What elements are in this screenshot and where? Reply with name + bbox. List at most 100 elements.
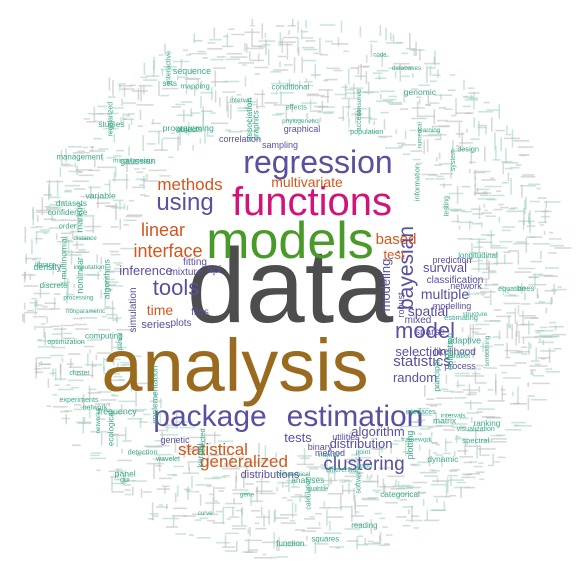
cloud-texture-mark — [540, 250, 542, 260]
cloud-texture-mark — [88, 186, 101, 189]
cloud-texture-mark — [386, 101, 402, 104]
cloud-texture-mark — [280, 91, 282, 105]
cloud-texture-mark — [258, 40, 276, 42]
cloud-texture-mark — [34, 325, 36, 330]
cloud-texture-mark — [221, 467, 240, 470]
cloud-texture-mark — [425, 131, 441, 133]
cloud-texture-mark — [508, 315, 510, 329]
cloud-texture-mark — [167, 83, 174, 86]
word-adaptive: adaptive — [448, 335, 482, 345]
cloud-texture-mark — [68, 170, 82, 173]
cloud-texture-mark — [488, 260, 490, 271]
cloud-texture-mark — [525, 238, 528, 253]
cloud-texture-mark — [480, 293, 485, 296]
cloud-texture-mark — [362, 66, 369, 68]
cloud-texture-mark — [513, 242, 530, 245]
cloud-texture-mark — [531, 398, 548, 401]
cloud-texture-mark — [82, 146, 89, 149]
cloud-texture-mark — [471, 416, 473, 423]
cloud-texture-mark — [164, 486, 166, 494]
cloud-texture-mark — [123, 118, 134, 120]
cloud-texture-mark — [254, 557, 272, 559]
cloud-texture-mark — [167, 473, 177, 476]
cloud-texture-mark — [163, 424, 175, 426]
cloud-texture-mark — [158, 504, 163, 506]
cloud-texture-mark — [71, 386, 80, 389]
cloud-texture-mark — [351, 454, 360, 456]
cloud-texture-mark — [485, 278, 487, 287]
cloud-texture-mark — [478, 238, 480, 257]
cloud-texture-mark — [401, 52, 408, 55]
cloud-texture-mark — [206, 135, 214, 137]
cloud-texture-mark — [488, 253, 498, 255]
cloud-texture-mark — [457, 380, 459, 388]
cloud-texture-mark — [251, 28, 253, 47]
cloud-texture-mark — [468, 168, 471, 174]
cloud-texture-mark — [254, 522, 260, 525]
cloud-texture-mark — [434, 50, 436, 66]
cloud-texture-mark — [143, 62, 146, 75]
cloud-texture-mark — [472, 213, 485, 215]
cloud-texture-mark — [174, 437, 177, 453]
cloud-texture-mark — [161, 138, 163, 151]
cloud-texture-mark — [328, 472, 330, 488]
cloud-texture-mark — [527, 397, 530, 411]
cloud-texture-mark — [488, 464, 494, 467]
cloud-texture-mark — [223, 80, 240, 83]
cloud-texture-mark — [393, 62, 410, 65]
cloud-texture-mark — [410, 150, 423, 152]
cloud-texture-mark — [326, 471, 336, 474]
cloud-texture-mark — [121, 98, 123, 106]
cloud-texture-mark — [351, 505, 353, 522]
cloud-texture-mark — [455, 98, 457, 116]
cloud-texture-mark — [237, 107, 249, 109]
cloud-texture-mark — [143, 79, 158, 81]
cloud-texture-mark — [438, 107, 446, 109]
cloud-texture-mark — [329, 520, 331, 531]
word-cloud-background-words — [21, 18, 572, 559]
cloud-texture-mark — [508, 250, 519, 252]
cloud-texture-mark — [46, 316, 49, 324]
cloud-texture-mark — [357, 535, 363, 538]
cloud-texture-mark — [36, 214, 39, 222]
cloud-texture-mark — [484, 146, 486, 162]
cloud-texture-mark — [95, 408, 112, 411]
cloud-texture-mark — [323, 501, 326, 508]
word-longitudinal: longitudinal — [458, 251, 498, 260]
cloud-texture-mark — [299, 495, 302, 503]
cloud-texture-mark — [507, 172, 510, 182]
cloud-texture-mark — [54, 368, 57, 381]
cloud-texture-mark — [275, 25, 285, 27]
cloud-texture-mark — [31, 239, 33, 255]
cloud-texture-mark — [341, 506, 352, 508]
cloud-texture-mark — [213, 486, 215, 501]
cloud-texture-mark — [441, 206, 450, 209]
cloud-texture-mark — [344, 83, 347, 98]
cloud-texture-mark — [445, 441, 453, 444]
cloud-texture-mark — [449, 479, 464, 481]
cloud-texture-mark — [249, 59, 264, 62]
cloud-texture-mark — [71, 230, 74, 239]
cloud-texture-mark — [52, 206, 62, 209]
cloud-texture-mark — [111, 491, 124, 493]
cloud-texture-mark — [25, 257, 42, 260]
cloud-texture-mark — [417, 407, 430, 410]
cloud-texture-mark — [100, 257, 103, 265]
cloud-texture-mark — [98, 328, 111, 331]
cloud-texture-mark — [504, 167, 513, 170]
cloud-texture-mark — [520, 185, 536, 187]
word-based: based — [376, 231, 417, 248]
cloud-texture-mark — [417, 433, 423, 435]
cloud-texture-mark — [66, 236, 69, 243]
word-studies: studies — [98, 119, 124, 129]
cloud-texture-mark — [146, 173, 148, 180]
cloud-texture-mark — [103, 281, 119, 283]
cloud-texture-mark — [181, 450, 197, 453]
cloud-texture-mark — [146, 462, 164, 465]
cloud-texture-mark — [344, 480, 353, 482]
cloud-texture-mark — [118, 400, 136, 403]
cloud-texture-mark — [247, 549, 258, 551]
cloud-texture-mark — [67, 293, 75, 296]
word-bayesian: bayesian — [395, 226, 418, 310]
